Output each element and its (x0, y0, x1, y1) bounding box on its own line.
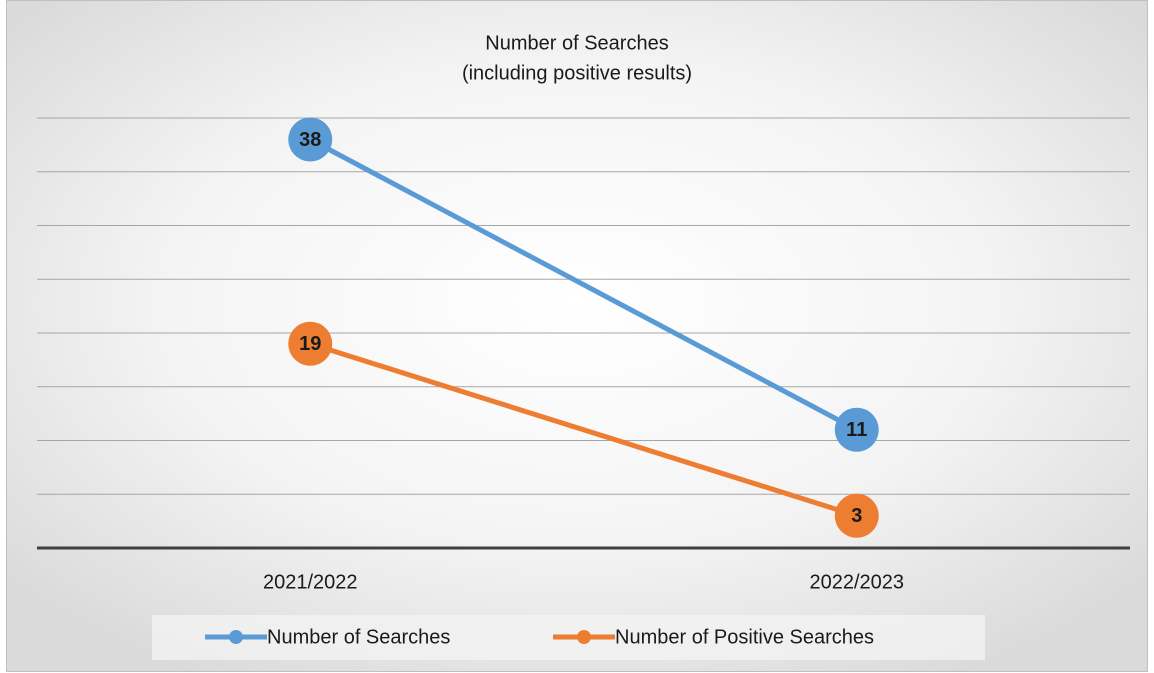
chart-subtitle: (including positive results) (462, 62, 692, 84)
data-point (288, 321, 333, 366)
chart-title: Number of Searches (485, 32, 668, 54)
data-label: 11 (846, 419, 867, 441)
legend-marker (229, 630, 243, 644)
legend-marker (577, 630, 591, 644)
data-point (834, 407, 879, 452)
series-line (309, 137, 858, 432)
data-label: 3 (851, 505, 862, 527)
data-label: 19 (299, 333, 321, 355)
series-line (309, 341, 858, 519)
data-point (288, 117, 333, 162)
data-label: 38 (299, 129, 321, 151)
data-point (834, 493, 879, 538)
x-tick-label: 2021/2022 (263, 571, 358, 593)
legend-label: Number of Positive Searches (615, 626, 874, 648)
x-tick-label: 2022/2023 (809, 571, 904, 593)
legend-label: Number of Searches (267, 626, 450, 648)
chart-background (6, 0, 1148, 672)
